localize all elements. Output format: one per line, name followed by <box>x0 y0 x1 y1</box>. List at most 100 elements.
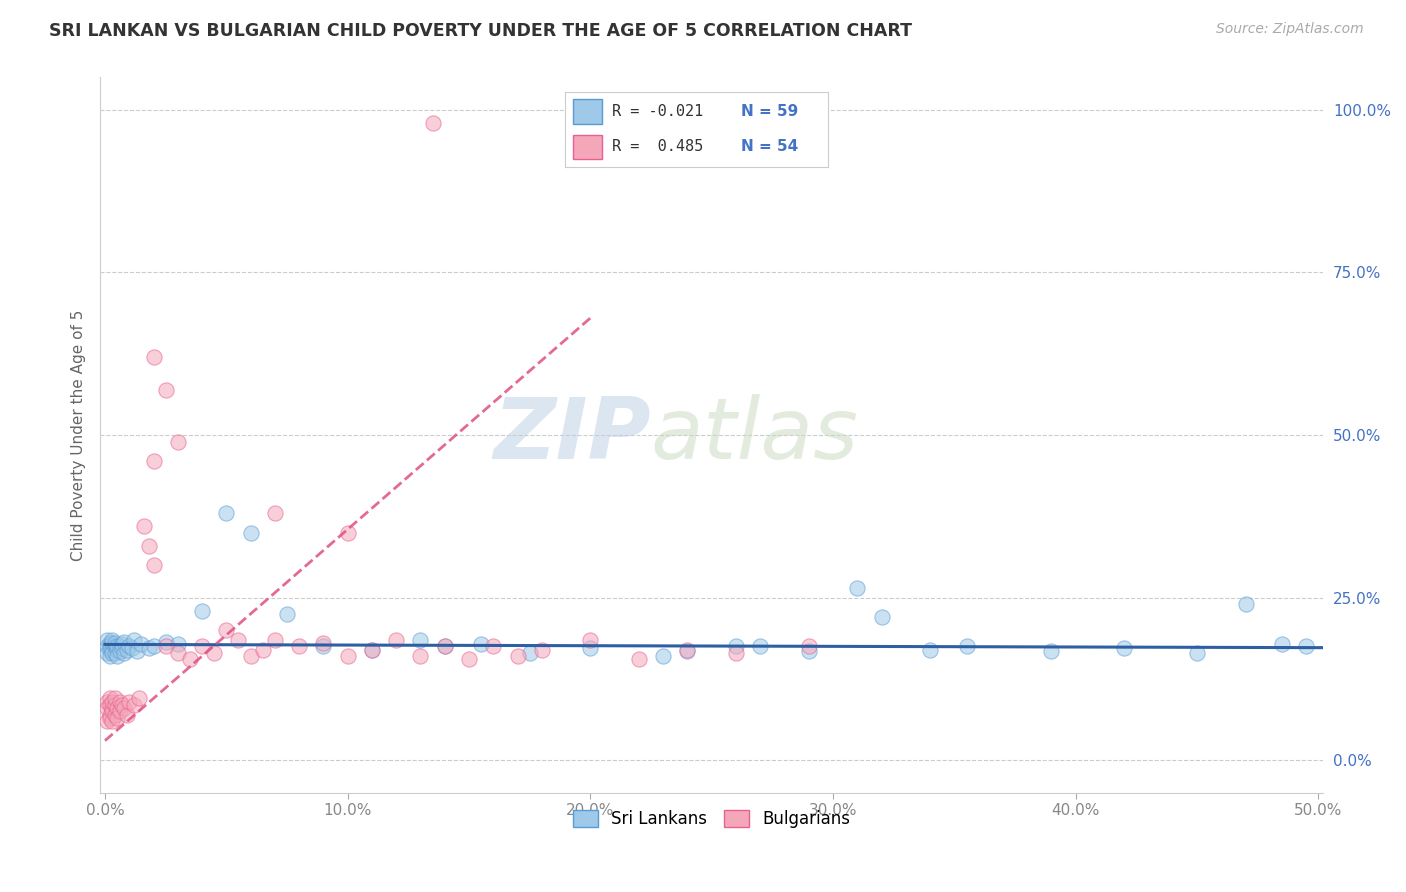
Point <box>797 640 820 654</box>
Point <box>1185 646 1208 660</box>
Point <box>104 707 127 722</box>
Point <box>1271 637 1294 651</box>
Text: SRI LANKAN VS BULGARIAN CHILD POVERTY UNDER THE AGE OF 5 CORRELATION CHART: SRI LANKAN VS BULGARIAN CHILD POVERTY UN… <box>49 22 912 40</box>
Point <box>115 642 138 657</box>
Point <box>101 701 124 715</box>
Point <box>676 644 699 658</box>
Point <box>920 642 942 657</box>
Point <box>155 635 177 649</box>
Point <box>422 116 444 130</box>
Point <box>276 607 298 621</box>
Point <box>409 649 432 664</box>
Point <box>166 637 188 651</box>
Point <box>122 632 145 647</box>
Point <box>433 640 456 654</box>
Point <box>142 454 165 468</box>
Point <box>101 695 124 709</box>
Point <box>228 632 250 647</box>
Point <box>579 641 602 656</box>
Point <box>111 637 134 651</box>
Point <box>166 646 188 660</box>
Point <box>138 539 160 553</box>
Point <box>104 691 127 706</box>
Point <box>101 642 124 657</box>
Point <box>409 632 432 647</box>
Point <box>108 705 131 719</box>
Point <box>1295 640 1317 654</box>
Point <box>105 642 128 657</box>
Point <box>111 698 134 712</box>
Point <box>98 698 121 712</box>
Point <box>96 701 118 715</box>
Point <box>96 640 118 654</box>
Point <box>104 698 127 712</box>
Point <box>239 649 262 664</box>
Point <box>191 604 214 618</box>
Point <box>121 641 143 656</box>
Point <box>96 695 118 709</box>
Point <box>263 506 285 520</box>
Point <box>122 698 145 712</box>
Point <box>797 644 820 658</box>
Point <box>385 632 408 647</box>
Point <box>1114 641 1136 656</box>
Point <box>336 649 359 664</box>
Point <box>288 640 311 654</box>
Point <box>104 640 127 654</box>
Point <box>98 640 121 654</box>
Point <box>101 714 124 728</box>
Point <box>101 632 124 647</box>
Point <box>112 646 135 660</box>
Point <box>252 642 274 657</box>
Point <box>652 649 675 664</box>
Point <box>125 644 148 658</box>
Point <box>98 707 121 722</box>
Point <box>128 691 150 706</box>
Point <box>108 644 131 658</box>
Point <box>239 525 262 540</box>
Text: Source: ZipAtlas.com: Source: ZipAtlas.com <box>1216 22 1364 37</box>
Point <box>112 635 135 649</box>
Legend: Sri Lankans, Bulgarians: Sri Lankans, Bulgarians <box>567 803 858 834</box>
Point <box>676 642 699 657</box>
Point <box>1040 644 1063 658</box>
Point <box>724 640 747 654</box>
Point <box>155 640 177 654</box>
Point <box>142 350 165 364</box>
Point <box>530 642 553 657</box>
Point <box>263 632 285 647</box>
Point <box>108 695 131 709</box>
Point <box>506 649 529 664</box>
Point <box>724 646 747 660</box>
Point <box>101 636 124 650</box>
Point <box>118 640 141 654</box>
Point <box>215 506 238 520</box>
Point <box>115 707 138 722</box>
Point <box>166 434 188 449</box>
Point <box>104 646 127 660</box>
Point <box>336 525 359 540</box>
Point <box>105 640 128 654</box>
Point <box>112 701 135 715</box>
Point <box>98 711 121 725</box>
Point <box>111 641 134 656</box>
Point <box>870 610 893 624</box>
Text: atlas: atlas <box>651 393 859 476</box>
Point <box>955 640 977 654</box>
Point <box>142 640 165 654</box>
Point <box>1234 597 1257 611</box>
Point <box>118 695 141 709</box>
Point <box>138 641 160 656</box>
Point <box>98 649 121 664</box>
Point <box>312 636 335 650</box>
Y-axis label: Child Poverty Under the Age of 5: Child Poverty Under the Age of 5 <box>72 310 86 561</box>
Point <box>96 714 118 728</box>
Point <box>104 636 127 650</box>
Point <box>132 519 155 533</box>
Point <box>202 646 225 660</box>
Text: ZIP: ZIP <box>494 393 651 476</box>
Point <box>749 640 772 654</box>
Point <box>142 558 165 573</box>
Point <box>458 652 481 666</box>
Point <box>519 646 541 660</box>
